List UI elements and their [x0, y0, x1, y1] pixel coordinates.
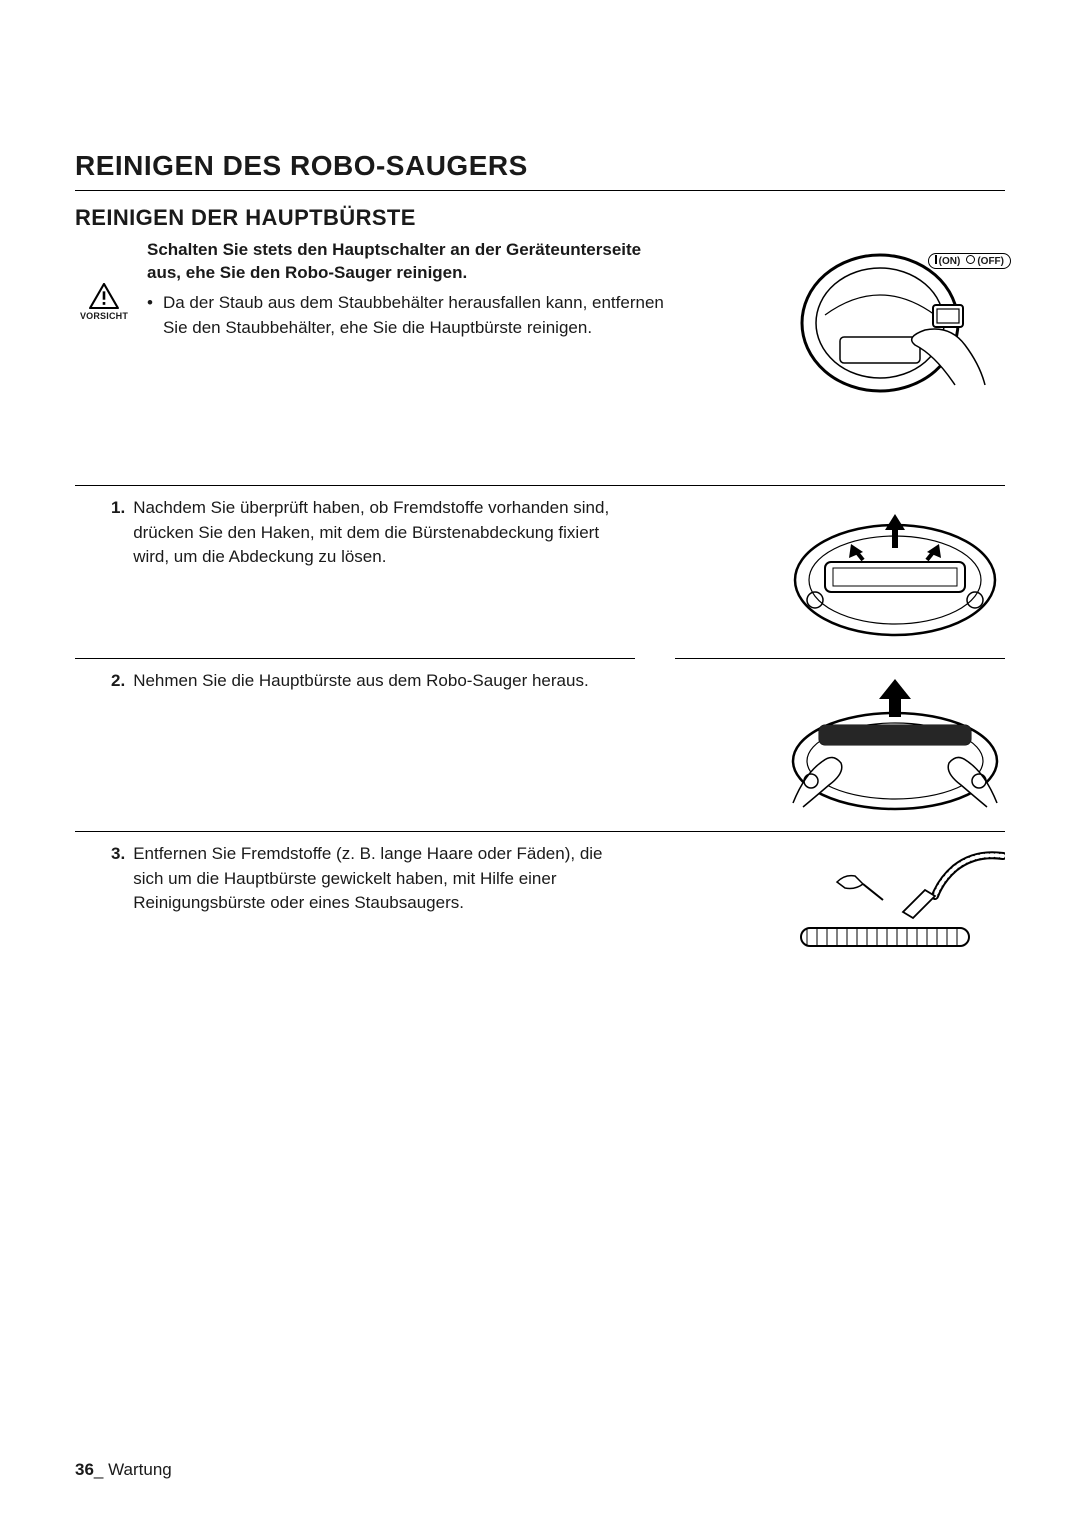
- intro-bold: Schalten Sie stets den Hauptschalter an …: [147, 239, 667, 285]
- intro-row: VORSICHT Schalten Sie stets den Hauptsch…: [75, 239, 1005, 395]
- remove-brush-illustration: [785, 673, 1005, 813]
- fig-remove-brush: [785, 673, 1005, 813]
- intro-bullet: • Da der Staub aus dem Staubbehälter her…: [147, 291, 667, 340]
- step-3-row: 3. Entfernen Sie Fremdstoffe (z. B. lang…: [75, 842, 1005, 956]
- off-label: (OFF): [977, 256, 1004, 267]
- step-1-body: Nachdem Sie überprüft haben, ob Fremdsto…: [133, 496, 635, 570]
- intro-text: Schalten Sie stets den Hauptschalter an …: [147, 239, 667, 340]
- step-2-fig-col: [653, 669, 1005, 813]
- onoff-tag: (ON) (OFF): [928, 253, 1011, 269]
- intro-bullet-text: Da der Staub aus dem Staubbehälter herau…: [163, 291, 667, 340]
- page-footer: 36_ Wartung: [75, 1460, 172, 1480]
- step-1-row: 1. Nachdem Sie überprüft haben, ob Fremd…: [75, 496, 1005, 640]
- caution-column: VORSICHT: [75, 239, 133, 321]
- on-label: (ON): [939, 256, 961, 267]
- release-cover-illustration: [785, 500, 1005, 640]
- step-2-num: 2.: [111, 669, 125, 694]
- title-rule: [75, 190, 1005, 191]
- fig-release-cover: [785, 500, 1005, 640]
- bullet-icon: •: [147, 291, 153, 340]
- rule-before-step3: [75, 831, 1005, 832]
- step-2-body: Nehmen Sie die Hauptbürste aus dem Robo-…: [133, 669, 589, 694]
- intro-figure-col: (ON) (OFF): [681, 239, 1005, 395]
- step-3-fig-col: [653, 842, 1005, 956]
- footer-section: Wartung: [108, 1460, 172, 1479]
- step-3-text: 3. Entfernen Sie Fremdstoffe (z. B. lang…: [75, 842, 635, 916]
- step-1-fig-col: [653, 496, 1005, 640]
- warning-icon: [89, 283, 119, 309]
- step-1-text: 1. Nachdem Sie überprüft haben, ob Fremd…: [75, 496, 635, 570]
- fig-power-switch: (ON) (OFF): [785, 245, 1005, 395]
- page-number: 36: [75, 1460, 94, 1479]
- rule-before-step2: [75, 658, 1005, 659]
- rule-before-step1: [75, 485, 1005, 486]
- footer-separator: _: [94, 1460, 108, 1479]
- page-content: REINIGEN DES ROBO-SAUGERS REINIGEN DER H…: [75, 150, 1005, 956]
- fig-clean-brush: [785, 846, 1005, 956]
- step-3-body: Entfernen Sie Fremdstoffe (z. B. lange H…: [133, 842, 635, 916]
- step-1-num: 1.: [111, 496, 125, 570]
- caution-label: VORSICHT: [80, 311, 128, 321]
- sub-title: REINIGEN DER HAUPTBÜRSTE: [75, 205, 1005, 231]
- step-2-row: 2. Nehmen Sie die Hauptbürste aus dem Ro…: [75, 669, 1005, 813]
- main-title: REINIGEN DES ROBO-SAUGERS: [75, 150, 1005, 182]
- step-3-num: 3.: [111, 842, 125, 916]
- clean-brush-illustration: [785, 846, 1005, 956]
- step-2-text: 2. Nehmen Sie die Hauptbürste aus dem Ro…: [75, 669, 635, 694]
